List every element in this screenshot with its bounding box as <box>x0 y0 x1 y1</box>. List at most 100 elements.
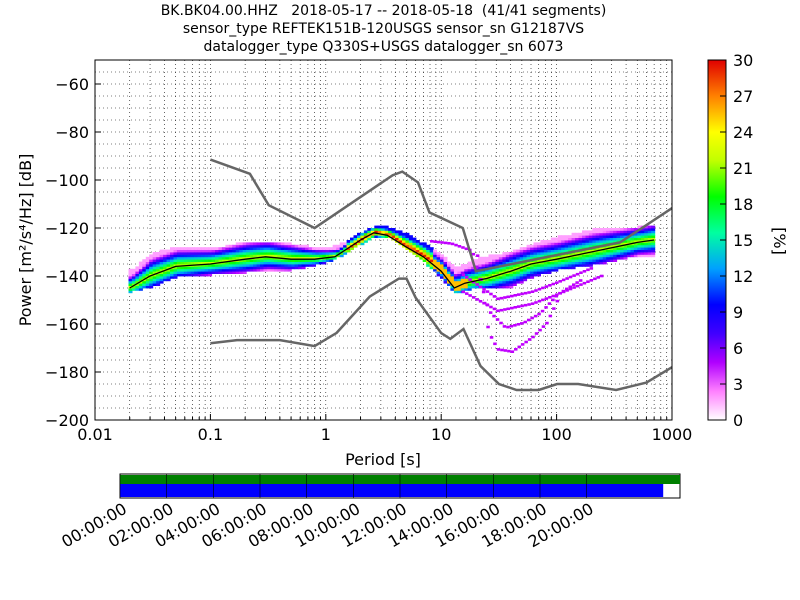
heatmap-cell <box>651 249 656 253</box>
heatmap-cell <box>541 325 546 328</box>
heatmap-cell <box>651 240 656 243</box>
heatmap-cell <box>533 271 538 274</box>
heatmap-cell <box>263 264 268 267</box>
heatmap-cell <box>588 259 593 262</box>
heatmap-cell <box>585 249 590 253</box>
heatmap-cell <box>647 254 652 258</box>
heatmap-cell <box>308 247 313 250</box>
heatmap-cell <box>173 249 178 253</box>
heatmap-cell <box>131 288 136 291</box>
heatmap-cell <box>277 254 282 258</box>
heatmap-cell <box>637 235 642 238</box>
heatmap-cell <box>599 252 604 255</box>
heatmap-cell <box>575 232 580 236</box>
heatmap-cell <box>322 247 327 250</box>
heatmap-cell <box>232 268 237 272</box>
heatmap-cell <box>485 280 490 284</box>
heatmap-cell <box>502 259 507 262</box>
heatmap-cell <box>637 249 642 253</box>
heatmap-cell <box>516 264 521 267</box>
heatmap-cell <box>312 264 316 267</box>
heatmap-cell <box>537 299 542 303</box>
heatmap-cell <box>544 306 548 309</box>
heatmap-cell <box>149 276 154 279</box>
heatmap-cell <box>166 261 171 265</box>
heatmap-cell <box>173 271 178 274</box>
heatmap-cell <box>519 252 524 255</box>
heatmap-cell <box>284 266 289 270</box>
heatmap-cell <box>350 247 354 250</box>
heatmap-cell <box>263 256 268 260</box>
heatmap-cell <box>616 249 621 253</box>
heatmap-cell <box>596 276 600 279</box>
heatmap-cell <box>180 273 185 277</box>
heatmap-cell <box>457 278 462 282</box>
heatmap-cell <box>152 271 157 274</box>
heatmap-cell <box>263 254 268 258</box>
heatmap-cell <box>519 264 524 267</box>
heatmap-cell <box>332 249 337 253</box>
heatmap-cell <box>606 230 611 234</box>
heatmap-cell <box>415 244 420 248</box>
heatmap-cell <box>467 271 472 274</box>
heatmap-cell <box>630 249 635 253</box>
heatmap-cell <box>464 273 469 277</box>
heatmap-cell <box>592 254 597 258</box>
heatmap-cell <box>235 244 240 248</box>
heatmap-cell <box>322 259 327 262</box>
colorbar-label: [%] <box>770 227 789 255</box>
heatmap-cell <box>457 271 462 274</box>
heatmap-cell <box>540 309 545 313</box>
heatmap-cell <box>623 232 628 236</box>
heatmap-cell <box>540 264 545 267</box>
heatmap-cell <box>533 268 538 272</box>
heatmap-cell <box>530 316 534 320</box>
heatmap-cell <box>246 259 251 262</box>
heatmap-cell <box>266 268 271 272</box>
heatmap-cell <box>447 268 451 272</box>
heatmap-cell <box>374 228 379 231</box>
heatmap-cell <box>575 272 580 276</box>
heatmap-cell <box>159 264 164 267</box>
heatmap-cell <box>523 266 528 270</box>
heatmap-cell <box>315 256 320 260</box>
x-tick-label: 100 <box>541 425 572 444</box>
heatmap-cell <box>644 254 649 258</box>
heatmap-cell <box>481 261 486 265</box>
heatmap-cell <box>481 271 486 274</box>
heatmap-cell <box>353 244 358 248</box>
heatmap-cell <box>606 254 611 258</box>
heatmap-cell <box>505 256 510 260</box>
heatmap-cell <box>211 266 216 270</box>
heatmap-cell <box>159 276 164 279</box>
heatmap-cell <box>533 259 538 262</box>
heatmap-cell <box>609 235 614 238</box>
heatmap-cell <box>443 266 448 270</box>
heatmap-cell <box>457 276 462 279</box>
heatmap-cell <box>415 240 420 243</box>
heatmap-cell <box>204 273 209 277</box>
y-axis-label: Power [m²/s⁴/Hz] [dB] <box>16 154 35 327</box>
heatmap-cell <box>266 259 271 262</box>
heatmap-cell <box>211 249 216 253</box>
heatmap-cell <box>478 273 483 277</box>
heatmap-cell <box>595 254 600 258</box>
heatmap-cell <box>273 252 278 255</box>
heatmap-cell <box>588 237 593 241</box>
heatmap-cell <box>485 303 490 307</box>
heatmap-cell <box>495 285 500 289</box>
heatmap-cell <box>551 282 555 286</box>
heatmap-cell <box>447 261 451 265</box>
heatmap-cell <box>218 254 223 258</box>
heatmap-cell <box>201 266 206 270</box>
heatmap-cell <box>555 281 559 284</box>
heatmap-cell <box>443 268 448 272</box>
heatmap-cell <box>190 271 195 274</box>
heatmap-cell <box>138 273 143 277</box>
heatmap-cell <box>613 240 618 243</box>
heatmap-cell <box>543 254 548 258</box>
heatmap-cell <box>291 256 296 260</box>
heatmap-cell <box>395 237 399 241</box>
heatmap-cell <box>176 266 181 270</box>
heatmap-cell <box>256 242 261 246</box>
